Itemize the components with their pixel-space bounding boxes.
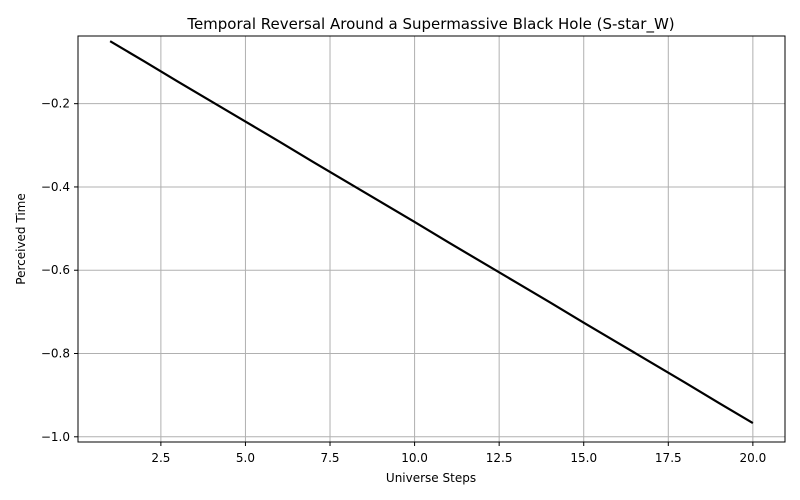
chart-title: Temporal Reversal Around a Supermassive … bbox=[186, 15, 674, 34]
series-layer bbox=[109, 40, 754, 424]
x-tick-label: 17.5 bbox=[655, 451, 682, 465]
y-tick-label: −0.4 bbox=[41, 180, 70, 194]
x-tick-label: 2.5 bbox=[151, 451, 170, 465]
y-tick-label: −0.6 bbox=[41, 263, 70, 277]
ticks: 2.5 5.0 7.5 10.0 12.5 15.0 17.5 20.0 −0.2 −0.4 −0.… bbox=[41, 97, 766, 465]
x-tick-label: 15.0 bbox=[570, 451, 597, 465]
x-tick-label: 7.5 bbox=[320, 451, 339, 465]
y-tick-label: −0.8 bbox=[41, 347, 70, 361]
x-tick-label: 10.0 bbox=[401, 451, 428, 465]
x-axis-label: Universe Steps bbox=[386, 471, 476, 485]
x-tick-label: 12.5 bbox=[486, 451, 513, 465]
y-tick-label: −0.2 bbox=[41, 97, 70, 111]
series-line bbox=[109, 40, 754, 424]
x-tick-label: 5.0 bbox=[236, 451, 255, 465]
grid bbox=[78, 36, 785, 442]
y-tick-label: −1.0 bbox=[41, 430, 70, 444]
x-tick-label: 20.0 bbox=[740, 451, 767, 465]
y-axis-label: Perceived Time bbox=[14, 193, 28, 284]
plot-frame bbox=[77, 35, 786, 443]
